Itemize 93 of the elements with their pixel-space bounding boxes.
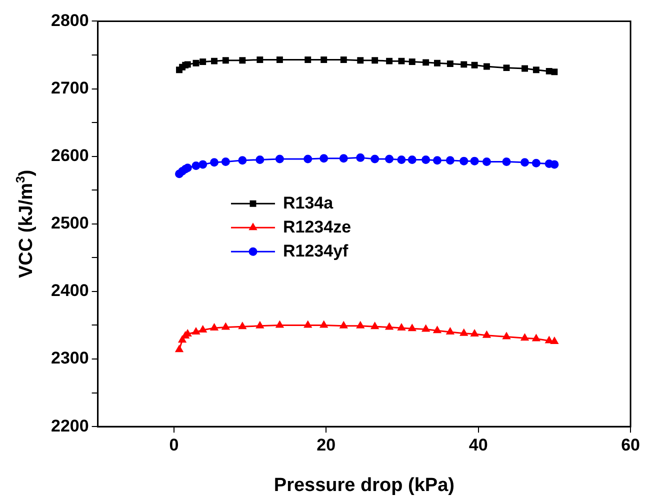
point [238,322,246,330]
point [433,326,442,334]
point [211,58,218,64]
y-tick-label: 2500 [50,214,89,233]
point [356,153,365,162]
point [238,156,247,165]
point [386,58,393,64]
point [422,59,430,66]
point [532,158,540,168]
point [432,156,442,165]
point [222,57,229,64]
point [470,330,478,337]
point [460,329,468,336]
point [446,328,454,335]
point [356,322,364,328]
point [304,321,312,328]
point [304,56,312,63]
point [398,324,406,330]
x-tick-label: 40 [468,435,488,454]
point [199,326,207,332]
point [550,337,558,344]
point [256,155,264,164]
x-axis-title: Pressure drop (kPa) [274,475,454,496]
point [221,157,230,166]
point [340,56,347,63]
point [422,325,430,332]
point [520,334,529,341]
point [532,66,540,74]
point [256,56,264,63]
point [520,158,530,167]
point [460,156,468,166]
point [192,162,200,170]
point [198,160,208,169]
point [385,154,394,164]
x-tick-label: 20 [316,435,336,454]
point [502,332,510,340]
point [471,62,478,68]
point [550,160,559,169]
point [275,154,284,164]
point [339,154,348,163]
point [460,61,468,68]
point [398,58,405,64]
point [503,64,510,72]
point [397,155,406,164]
point [239,57,246,64]
y-tick-label: 2700 [50,78,89,98]
point [446,156,454,165]
point [210,158,219,167]
point [200,58,206,65]
point [422,155,430,164]
legend-label: R1234ze [283,217,352,236]
point [482,331,490,338]
x-tick-label: 0 [169,435,179,454]
y-tick-label: 2600 [50,146,89,166]
point [210,324,218,330]
point [408,324,416,332]
point [276,56,283,63]
y-tick-label: 2400 [50,281,89,300]
point [434,60,440,66]
y-tick-label: 2800 [50,10,89,30]
point [192,60,200,66]
y-tick-label: 2300 [50,348,89,368]
point [483,63,490,70]
point [340,322,348,328]
point [370,154,380,164]
point [256,322,264,328]
point [222,323,230,330]
point [320,154,328,163]
y-tick-label: 2200 [50,416,89,436]
point [372,57,378,64]
x-tick-label: 60 [621,435,640,454]
point [545,336,553,344]
point [502,157,511,166]
point [386,323,394,330]
legend-label: R134a [283,193,334,212]
point [551,68,558,76]
point [522,65,528,72]
point [532,334,540,342]
point [192,328,200,335]
point [371,322,379,330]
point [470,156,479,166]
point [276,321,284,328]
point [320,56,328,63]
point [446,60,454,67]
y-axis-title: VCC (kJ/m3) [13,170,37,278]
point [482,157,491,166]
point [357,57,364,64]
point [320,321,328,328]
point [304,154,312,164]
point [408,155,416,164]
point [408,58,416,65]
point [175,345,184,352]
legend-label: R1234yf [283,241,349,260]
